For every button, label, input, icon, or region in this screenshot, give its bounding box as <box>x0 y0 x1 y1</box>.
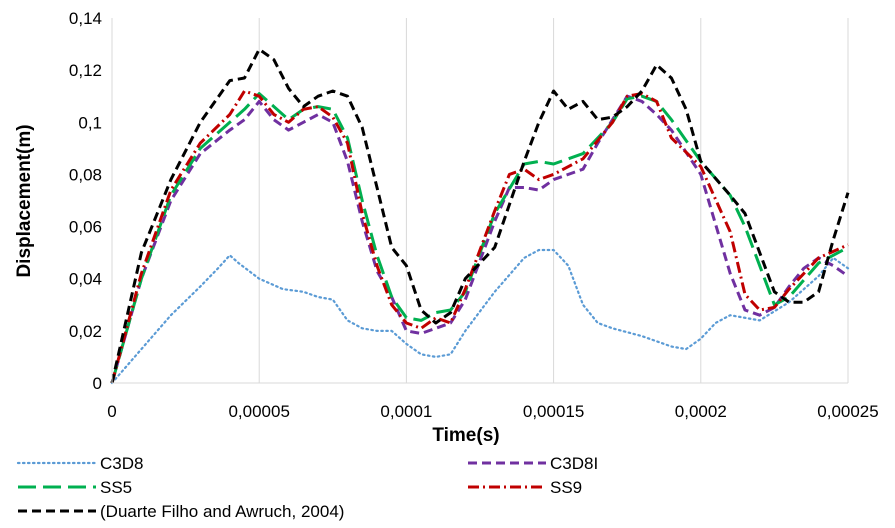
y-tick-label: 0,12 <box>69 61 102 80</box>
y-tick-label: 0,1 <box>78 113 102 132</box>
y-tick-label: 0,08 <box>69 165 102 184</box>
x-axis: 0 0,00005 0,0001 0,00015 0,0002 0,00025 <box>107 382 879 421</box>
y-axis-title: Displacement(m) <box>14 124 35 277</box>
plot-series <box>110 47 850 385</box>
x-tick-label: 0,00015 <box>523 402 584 421</box>
series-line-3 <box>110 92 849 384</box>
legend-label: C3D8I <box>550 454 598 473</box>
y-tick-label: 0,06 <box>69 218 102 237</box>
x-tick-label: 0,0001 <box>380 402 432 421</box>
x-axis-title: Time(s) <box>432 425 499 446</box>
x-tick-label: 0,00005 <box>228 402 289 421</box>
x-tick-label: 0 <box>107 402 116 421</box>
legend-label: SS9 <box>550 478 582 497</box>
series-line-1 <box>110 248 850 385</box>
series-line-4 <box>110 89 849 384</box>
y-tick-label: 0,04 <box>69 270 102 289</box>
series-line-2 <box>110 94 849 384</box>
legend-label: C3D8 <box>100 454 143 473</box>
legend-label: (Duarte Filho and Awruch, 2004) <box>100 502 344 521</box>
y-tick-label: 0,02 <box>69 322 102 341</box>
legend-label: SS5 <box>100 478 132 497</box>
legend: C3D8 C3D8I SS5 SS9 (Duarte Filho and Awruch,… <box>16 454 598 521</box>
y-tick-label: 0 <box>93 374 102 393</box>
x-tick-label: 0,0002 <box>675 402 727 421</box>
series-line-5 <box>110 47 850 384</box>
x-tick-label: 0,00025 <box>817 402 878 421</box>
grid-lines <box>258 18 849 383</box>
y-axis: 0 0,02 0,04 0,06 0,08 0,1 0,12 0,14 <box>69 9 113 393</box>
y-tick-label: 0,14 <box>69 9 102 28</box>
